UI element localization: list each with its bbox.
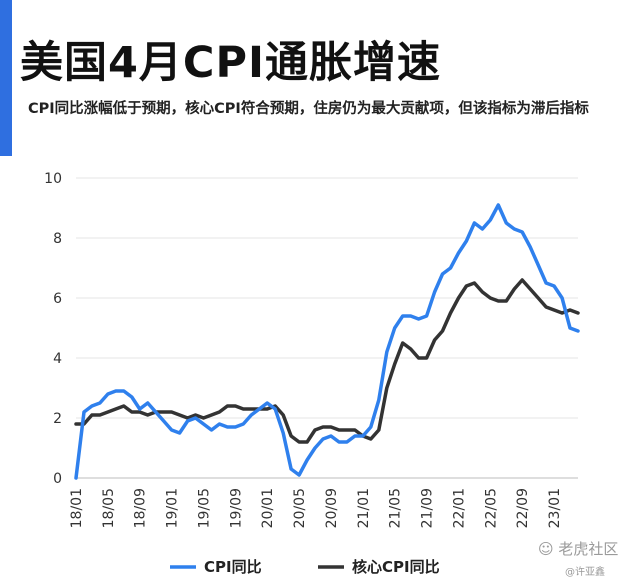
x-tick-label: 20/01 xyxy=(260,488,276,528)
x-tick-label: 22/01 xyxy=(451,488,467,528)
x-tick-label: 20/09 xyxy=(324,488,340,528)
x-axis-ticks: 18/01 18/05 18/09 19/01 19/05 19/09 20/01 20/05… xyxy=(69,488,563,528)
line-chart: 0 2 4 6 8 10 18/01 18/05 18/09 19/01 19/05 19/09 20… xyxy=(44,171,580,576)
x-tick-label: 18/09 xyxy=(133,488,149,528)
x-tick-label: 18/01 xyxy=(69,488,85,528)
watermark-logo: ☺ 老虎社区 xyxy=(538,538,618,559)
legend-label-core-cpi: 核心CPI同比 xyxy=(352,558,440,576)
y-tick-label: 8 xyxy=(53,231,62,247)
watermark-author: @许亚鑫 xyxy=(565,567,605,578)
tiger-icon: ☺ xyxy=(538,540,554,558)
y-tick-label: 4 xyxy=(53,351,62,367)
x-tick-label: 19/05 xyxy=(196,488,212,528)
x-tick-label: 21/09 xyxy=(420,488,436,528)
y-tick-label: 0 xyxy=(53,471,62,487)
series-line-core-cpi xyxy=(74,278,580,444)
x-tick-label: 19/01 xyxy=(165,488,181,528)
series-lines xyxy=(74,203,580,480)
gridlines xyxy=(76,177,578,479)
x-tick-label: 18/05 xyxy=(101,488,117,528)
y-axis-ticks: 0 2 4 6 8 10 xyxy=(44,171,62,487)
chart-subtitle: CPI同比涨幅低于预期，核心CPI符合预期，住房仍为最大贡献项，但该指标为滞后指… xyxy=(28,101,589,117)
y-tick-label: 6 xyxy=(53,291,62,307)
x-tick-label: 20/05 xyxy=(292,488,308,528)
watermark-brand: 老虎社区 xyxy=(558,540,619,558)
title-accent-bar xyxy=(0,0,12,156)
x-tick-label: 22/09 xyxy=(515,488,531,528)
x-tick-label: 23/01 xyxy=(547,488,563,528)
x-tick-label: 21/01 xyxy=(356,488,372,528)
legend-label-cpi: CPI同比 xyxy=(204,558,262,576)
y-tick-label: 2 xyxy=(53,411,62,427)
chart-title: 美国4月CPI通胀增速 xyxy=(20,38,441,88)
y-tick-label: 10 xyxy=(44,171,62,187)
x-tick-label: 21/05 xyxy=(388,488,404,528)
x-tick-label: 22/05 xyxy=(483,488,499,528)
legend: CPI同比 核心CPI同比 xyxy=(170,558,440,576)
series-line-cpi xyxy=(74,203,580,480)
x-tick-label: 19/09 xyxy=(228,488,244,528)
